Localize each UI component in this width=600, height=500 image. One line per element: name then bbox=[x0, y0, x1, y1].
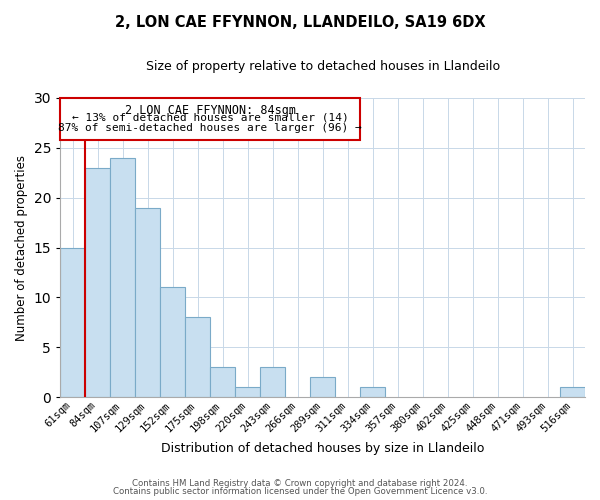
Bar bbox=[110, 158, 135, 398]
Title: Size of property relative to detached houses in Llandeilo: Size of property relative to detached ho… bbox=[146, 60, 500, 73]
Text: Contains HM Land Registry data © Crown copyright and database right 2024.: Contains HM Land Registry data © Crown c… bbox=[132, 478, 468, 488]
Bar bbox=[85, 168, 110, 398]
Text: 2 LON CAE FFYNNON: 84sqm: 2 LON CAE FFYNNON: 84sqm bbox=[125, 104, 296, 117]
Bar bbox=[210, 368, 235, 398]
Bar bbox=[360, 388, 385, 398]
Text: Contains public sector information licensed under the Open Government Licence v3: Contains public sector information licen… bbox=[113, 487, 487, 496]
Bar bbox=[135, 208, 160, 398]
Bar bbox=[185, 318, 210, 398]
Bar bbox=[560, 388, 585, 398]
Bar bbox=[60, 98, 360, 140]
Text: 2, LON CAE FFYNNON, LLANDEILO, SA19 6DX: 2, LON CAE FFYNNON, LLANDEILO, SA19 6DX bbox=[115, 15, 485, 30]
Bar bbox=[160, 288, 185, 398]
X-axis label: Distribution of detached houses by size in Llandeilo: Distribution of detached houses by size … bbox=[161, 442, 484, 455]
Bar bbox=[310, 378, 335, 398]
Y-axis label: Number of detached properties: Number of detached properties bbox=[15, 154, 28, 340]
Bar bbox=[260, 368, 285, 398]
Bar bbox=[60, 248, 85, 398]
Text: 87% of semi-detached houses are larger (96) →: 87% of semi-detached houses are larger (… bbox=[58, 122, 362, 132]
Text: ← 13% of detached houses are smaller (14): ← 13% of detached houses are smaller (14… bbox=[72, 113, 349, 123]
Bar bbox=[235, 388, 260, 398]
